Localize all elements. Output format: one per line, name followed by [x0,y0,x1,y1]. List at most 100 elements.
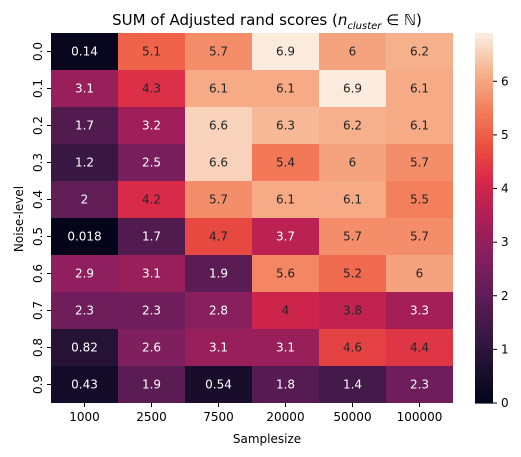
cell-value-label: 6.6 [209,156,228,170]
colorbar-segment [475,193,493,199]
x-tick-label: 1000 [69,410,100,424]
heatmap-cell [319,70,386,107]
cell-value-label: 1.9 [142,378,161,392]
cell-value-label: 1.7 [142,230,161,244]
y-axis-label: Noise-level [12,186,26,252]
heatmap-cell [386,107,453,144]
heatmap-cell [185,218,252,255]
colorbar-segment [475,268,493,274]
heatmap-cell [252,181,319,218]
colorbar-segment [475,163,493,169]
heatmap-cell [51,366,118,403]
heatmap-cell [118,107,185,144]
heatmap-cell [51,107,118,144]
heatmap-cell [51,218,118,255]
cell-value-label: 6 [349,45,357,59]
colorbar-segment [475,158,493,164]
colorbar-segment [475,283,493,289]
cell-value-label: 1.7 [75,119,94,133]
colorbar-segment [475,48,493,54]
colorbar-segment [475,273,493,279]
heatmap-cell [118,218,185,255]
colorbar-segment [475,253,493,259]
heatmap-cell [252,292,319,329]
colorbar-tick-label: 3 [501,235,509,249]
colorbar-tick-label: 2 [501,289,509,303]
cell-value-label: 5.4 [276,156,295,170]
cell-value-label: 6.1 [410,82,429,96]
heatmap-cell [252,107,319,144]
y-tick-label: 0.5 [31,227,45,246]
heatmap-cell [386,144,453,181]
heatmap-cell [185,33,252,70]
cell-value-label: 2.3 [410,378,429,392]
colorbar-segment [475,243,493,249]
heatmap-cell [185,329,252,366]
cell-value-label: 5.7 [410,230,429,244]
x-tick-label: 100000 [397,410,443,424]
cell-value-label: 5.7 [410,156,429,170]
cell-value-label: 6.1 [276,193,295,207]
heatmap-cell [386,70,453,107]
colorbar-segment [475,88,493,94]
cell-value-label: 4 [282,304,290,318]
chart-title: SUM of Adjusted rand scores (ncluster ∈ … [112,11,422,32]
heatmap-cell [252,218,319,255]
colorbar-tick-label: 6 [501,74,509,88]
colorbar-segment [475,388,493,394]
colorbar-segment [475,218,493,224]
cell-value-label: 3.1 [276,341,295,355]
x-tick-labels: 1000 2500 7500 20000 50000 100000 [69,403,442,424]
cell-value-label: 3.7 [276,230,295,244]
cell-value-label: 5.7 [209,193,228,207]
colorbar: 0 1 2 3 4 5 6 [475,33,509,410]
colorbar-segment [475,43,493,49]
heatmap-cell [185,144,252,181]
colorbar-segment [475,343,493,349]
colorbar-segment [475,38,493,44]
heatmap-cell [185,181,252,218]
colorbar-segment [475,318,493,324]
cell-value-label: 3.3 [410,304,429,318]
heatmap-cell [252,70,319,107]
colorbar-segment [475,198,493,204]
heatmap-cell [51,181,118,218]
colorbar-segment [475,293,493,299]
colorbar-segment [475,183,493,189]
heatmap-cell [319,33,386,70]
colorbar-segment [475,133,493,139]
y-tick-label: 0.7 [31,301,45,320]
heatmap-cell [386,33,453,70]
x-tick-label: 2500 [136,410,167,424]
cell-value-label: 2.6 [142,341,161,355]
colorbar-tick-label: 0 [501,396,509,410]
cell-value-label: 1.4 [343,378,362,392]
heatmap-cell [386,366,453,403]
colorbar-segment [475,328,493,334]
x-axis-label: Samplesize [233,432,301,446]
colorbar-segment [475,363,493,369]
heatmap-cell [252,33,319,70]
cell-value-label: 0.82 [71,341,98,355]
cell-value-label: 4.3 [142,82,161,96]
cell-value-label: 4.7 [209,230,228,244]
colorbar-segment [475,148,493,154]
colorbar-segment [475,258,493,264]
colorbar-segment [475,98,493,104]
cell-value-label: 5.1 [142,45,161,59]
cell-value-label: 0.54 [205,378,232,392]
colorbar-segment [475,303,493,309]
heatmap-cell [252,366,319,403]
cell-value-label: 6 [416,267,424,281]
colorbar-segment [475,73,493,79]
cell-value-label: 4.4 [410,341,429,355]
cell-value-label: 1.2 [75,156,94,170]
heatmap-cell [319,181,386,218]
colorbar-segment [475,353,493,359]
colorbar-segment [475,378,493,384]
cell-value-label: 6.1 [343,193,362,207]
colorbar-segment [475,223,493,229]
heatmap-cell [51,329,118,366]
colorbar-segment [475,213,493,219]
